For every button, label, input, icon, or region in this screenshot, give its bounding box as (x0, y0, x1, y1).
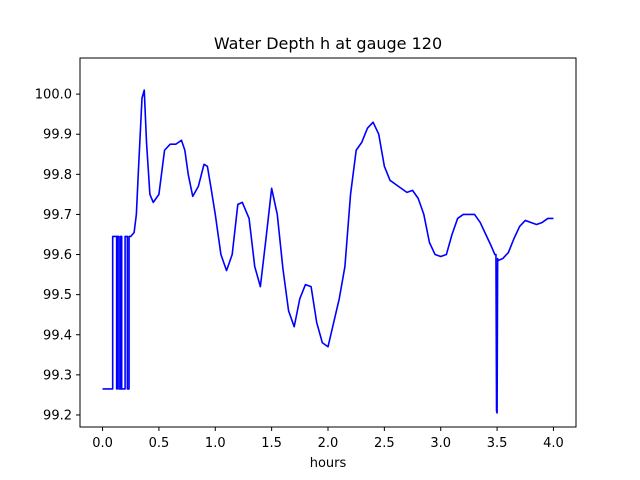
x-tick-label: 1.0 (205, 436, 226, 451)
x-tick-label: 0.5 (149, 436, 170, 451)
x-tick-label: 2.0 (318, 436, 339, 451)
y-tick-label: 99.2 (43, 408, 72, 423)
x-tick-label: 0.0 (92, 436, 113, 451)
x-tick-label: 4.0 (543, 436, 564, 451)
x-tick-label: 1.5 (261, 436, 282, 451)
y-tick-label: 99.9 (43, 128, 72, 143)
plot-frame (79, 57, 577, 428)
plot-area (80, 58, 576, 427)
x-tick-label: 3.5 (487, 436, 508, 451)
y-tick-label: 100.0 (35, 88, 72, 103)
x-tick-label: 2.5 (374, 436, 395, 451)
x-axis: 0.0 0.5 1.0 1.5 2.0 2.5 3.0 3.5 4.0 (92, 427, 564, 451)
y-tick-label: 99.6 (43, 248, 72, 263)
y-axis: 99.2 99.3 99.4 99.5 99.6 99.7 99.8 99.9 100.0 (35, 88, 80, 423)
x-axis-title: hours (310, 456, 347, 471)
series-line (102, 89, 554, 414)
y-tick-label: 99.3 (43, 368, 72, 383)
y-tick-label: 99.4 (43, 328, 72, 343)
chart-title: Water Depth h at gauge 120 (214, 34, 442, 53)
y-tick-label: 99.8 (43, 168, 72, 183)
series-layer (102, 89, 554, 414)
y-tick-label: 99.7 (43, 208, 72, 223)
x-tick-label: 3.0 (430, 436, 451, 451)
y-tick-label: 99.5 (43, 288, 72, 303)
